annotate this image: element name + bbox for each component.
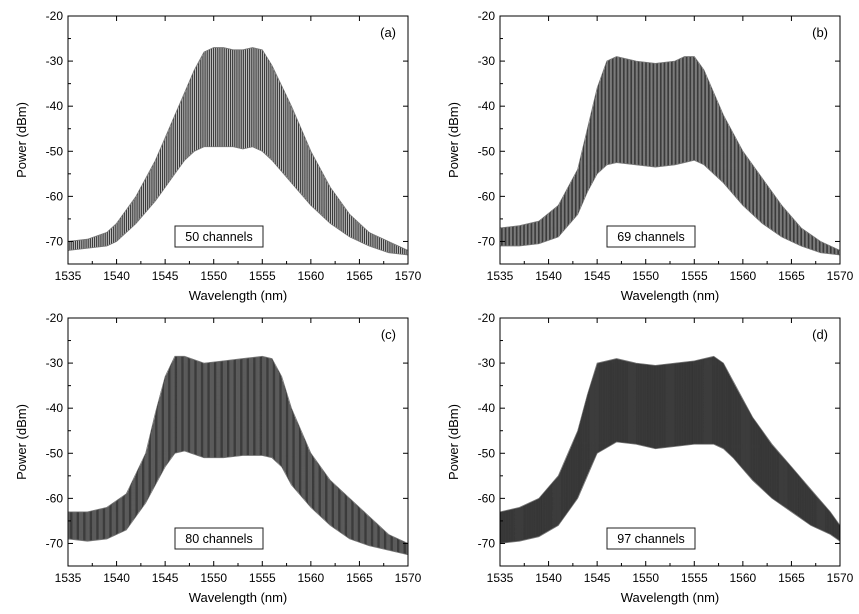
channels-annotation-box (606, 225, 696, 248)
y-tick-label: -20 (478, 9, 496, 23)
x-tick-label: 1565 (346, 269, 373, 283)
y-tick-label: -20 (46, 9, 64, 23)
x-axis-title: Wavelength (nm) (621, 288, 720, 303)
y-axis-title: Power (dBm) (446, 404, 461, 480)
upper-envelope-line (68, 355, 408, 544)
y-tick-label: -60 (478, 189, 496, 203)
x-tick-label: 1535 (487, 571, 514, 585)
x-tick-label: 1570 (395, 571, 422, 585)
upper-envelope-line (68, 47, 408, 251)
x-tick-label: 1540 (103, 571, 130, 585)
x-tick-label: 1545 (584, 571, 611, 585)
chart-panel-c: 1535 1540 1545 1550 1555 1560 1565 1570 -20 -30 -4… (14, 311, 422, 605)
spectrum-series (500, 56, 840, 256)
x-tick-label: 1540 (535, 571, 562, 585)
x-tick-label: 1560 (730, 269, 757, 283)
x-tick-label: 1535 (55, 571, 82, 585)
x-tick-label: 1545 (152, 269, 179, 283)
x-tick-label: 1570 (827, 269, 854, 283)
lower-envelope-line (68, 450, 408, 556)
y-tick-label: -50 (478, 144, 496, 158)
y-tick-label: -60 (478, 491, 496, 505)
channel-lines (500, 56, 840, 255)
x-tick-label: 1535 (487, 269, 514, 283)
channel-lines (500, 356, 840, 544)
channels-annotation: 97 channels (617, 532, 684, 546)
y-tick-label: -30 (478, 54, 496, 68)
y-tick-label: -70 (46, 234, 64, 248)
y-tick-label: -70 (478, 234, 496, 248)
chart-panel-b: 1535 1540 1545 1550 1555 1560 1565 1570 -20 -30 -4… (446, 9, 854, 303)
y-axis-title: Power (dBm) (446, 102, 461, 178)
panel-label: (d) (812, 327, 828, 342)
lower-envelope-line (500, 159, 840, 256)
x-tick-label: 1540 (535, 269, 562, 283)
y-tick-label: -70 (46, 536, 64, 550)
spectrum-series (68, 47, 408, 256)
y-tick-label: -30 (478, 356, 496, 370)
lower-envelope-line (68, 146, 408, 256)
x-tick-label: 1555 (681, 269, 708, 283)
x-tick-label: 1570 (395, 269, 422, 283)
x-tick-label: 1565 (778, 269, 805, 283)
y-tick-label: -20 (46, 311, 64, 325)
panel-label: (a) (380, 25, 396, 40)
y-tick-label: -50 (46, 446, 64, 460)
upper-envelope-line (500, 56, 840, 251)
x-tick-label: 1550 (632, 269, 659, 283)
y-axis-title: Power (dBm) (14, 102, 29, 178)
x-tick-label: 1555 (249, 571, 276, 585)
x-axis-title: Wavelength (nm) (621, 590, 720, 605)
channel-lines (68, 47, 408, 255)
x-tick-label: 1535 (55, 269, 82, 283)
y-tick-label: -40 (478, 99, 496, 113)
x-tick-label: 1545 (152, 571, 179, 585)
channels-annotation: 50 channels (185, 230, 252, 244)
x-tick-label: 1560 (298, 269, 325, 283)
panel-label: (b) (812, 25, 828, 40)
x-tick-label: 1565 (778, 571, 805, 585)
channels-annotation: 69 channels (617, 230, 684, 244)
y-tick-label: -30 (46, 356, 64, 370)
x-tick-label: 1560 (730, 571, 757, 585)
y-tick-label: -40 (478, 401, 496, 415)
x-tick-label: 1570 (827, 571, 854, 585)
y-tick-label: -40 (46, 401, 64, 415)
channels-annotation-box (174, 527, 264, 550)
x-tick-label: 1545 (584, 269, 611, 283)
y-axis-title: Power (dBm) (14, 404, 29, 480)
channel-lines (68, 356, 408, 555)
y-tick-label: -60 (46, 189, 64, 203)
x-axis-title: Wavelength (nm) (189, 288, 288, 303)
y-tick-label: -50 (478, 446, 496, 460)
chart-panel-a: 1535 1540 1545 1550 1555 1560 1565 1570 -20 -30 -4… (14, 9, 422, 303)
x-axis-title: Wavelength (nm) (189, 590, 288, 605)
x-tick-label: 1565 (346, 571, 373, 585)
panel-label: (c) (381, 327, 396, 342)
lower-envelope-line (500, 441, 840, 544)
y-tick-label: -20 (478, 311, 496, 325)
channels-annotation-box (174, 225, 264, 248)
x-tick-label: 1555 (681, 571, 708, 585)
x-tick-label: 1540 (103, 269, 130, 283)
x-tick-label: 1550 (632, 571, 659, 585)
y-tick-label: -70 (478, 536, 496, 550)
y-tick-label: -60 (46, 491, 64, 505)
y-tick-label: -50 (46, 144, 64, 158)
channels-annotation: 80 channels (185, 532, 252, 546)
spectrum-series (500, 355, 840, 544)
chart-panel-d: 1535 1540 1545 1550 1555 1560 1565 1570 -20 -30 -4… (446, 311, 854, 605)
x-tick-label: 1555 (249, 269, 276, 283)
y-tick-label: -30 (46, 54, 64, 68)
x-tick-label: 1550 (200, 269, 227, 283)
x-tick-label: 1560 (298, 571, 325, 585)
channels-annotation-box (606, 527, 696, 550)
x-tick-label: 1550 (200, 571, 227, 585)
upper-envelope-line (500, 355, 840, 526)
spectrum-series (68, 355, 408, 556)
y-tick-label: -40 (46, 99, 64, 113)
